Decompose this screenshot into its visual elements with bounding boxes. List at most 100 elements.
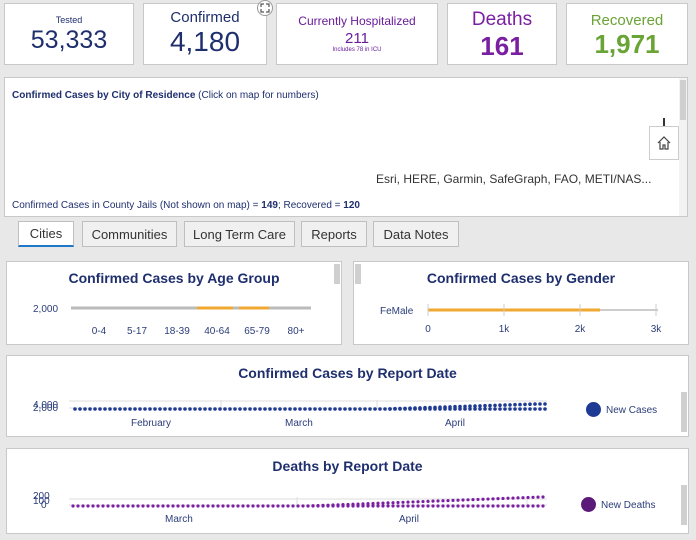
tab-long-term-care[interactable]: Long Term Care <box>184 221 295 247</box>
report-point-base-53 <box>338 407 342 411</box>
report-point-base-30 <box>223 407 227 411</box>
age-xtick-4: 65-79 <box>244 326 270 337</box>
deaths-chart: 200 100 0 March April <box>33 491 547 525</box>
deaths-point-cum-71 <box>426 499 430 503</box>
report-ytick-1: 2,000 <box>33 403 58 414</box>
report-point-base-51 <box>328 407 332 411</box>
report-point-cum-76 <box>453 404 457 409</box>
tab-reports[interactable]: Reports <box>301 221 367 247</box>
report-point-base-16 <box>153 407 157 411</box>
deaths-card: Deaths 161 <box>447 3 557 65</box>
confirmed-card: Confirmed 4,180 <box>143 3 267 65</box>
hospitalized-value: 211 <box>345 30 369 47</box>
deaths-point-base-32 <box>231 504 235 508</box>
deaths-point-base-81 <box>476 504 480 508</box>
report-point-base-31 <box>228 407 232 411</box>
new-cases-legend-dot[interactable] <box>586 402 601 417</box>
report-point-base-43 <box>288 407 292 411</box>
tested-label: Tested <box>55 15 83 25</box>
deaths-label: Deaths <box>471 9 533 30</box>
deaths-point-cum-82 <box>481 497 485 501</box>
age-xtick-3: 40-64 <box>204 326 230 337</box>
deaths-chart-scroll-thumb[interactable] <box>681 485 687 525</box>
deaths-point-cum-78 <box>461 498 465 502</box>
gender-chart-title: Confirmed Cases by Gender <box>426 270 616 286</box>
new-deaths-legend-label[interactable]: New Deaths <box>601 500 656 511</box>
deaths-ytick-2: 0 <box>41 500 47 511</box>
report-point-cum-78 <box>463 404 467 409</box>
tab-communities[interactable]: Communities <box>82 221 177 247</box>
gender-xtick-3: 3k <box>651 324 663 335</box>
age-chart-scroll-thumb[interactable] <box>334 264 340 284</box>
home-button[interactable] <box>649 126 679 160</box>
deaths-point-cum-61 <box>376 501 380 505</box>
report-point-base-83 <box>488 407 492 411</box>
report-point-base-17 <box>158 407 162 411</box>
new-cases-legend-label[interactable]: New Cases <box>606 405 658 416</box>
tab-data-notes[interactable]: Data Notes <box>373 221 459 247</box>
deaths-point-base-3 <box>86 504 90 508</box>
report-point-cum-67 <box>408 406 412 411</box>
deaths-point-cum-70 <box>421 499 425 504</box>
deaths-point-base-59 <box>366 504 370 508</box>
deaths-point-base-76 <box>451 504 455 508</box>
report-point-cum-63 <box>388 407 392 411</box>
report-point-base-85 <box>498 407 502 411</box>
report-point-base-88 <box>513 407 517 411</box>
report-point-base-82 <box>483 407 487 411</box>
report-point-cum-92 <box>533 402 537 406</box>
tab-cities[interactable]: Cities <box>18 221 74 247</box>
report-point-base-93 <box>538 407 542 411</box>
deaths-point-cum-85 <box>496 497 500 501</box>
deaths-point-base-18 <box>161 504 165 508</box>
report-point-base-61 <box>378 407 382 411</box>
deaths-point-base-60 <box>371 504 375 508</box>
report-point-cum-66 <box>403 406 407 411</box>
deaths-point-base-9 <box>116 504 120 508</box>
deaths-point-base-12 <box>131 504 135 508</box>
report-point-base-84 <box>493 407 497 411</box>
report-point-base-21 <box>178 407 182 411</box>
map-title-text: Confirmed Cases by City of Residence <box>12 90 196 101</box>
deaths-point-base-94 <box>541 504 545 508</box>
deaths-point-base-79 <box>466 504 470 508</box>
report-point-cum-87 <box>508 403 512 407</box>
report-chart-scroll-thumb[interactable] <box>681 392 687 432</box>
deaths-point-cum-60 <box>371 501 375 506</box>
deaths-point-base-45 <box>296 504 300 508</box>
report-point-base-27 <box>208 407 212 411</box>
deaths-chart-title: Deaths by Report Date <box>272 458 423 474</box>
jails-recovered-count: 120 <box>343 200 360 211</box>
report-point-base-50 <box>323 407 327 411</box>
map-scrollbar[interactable] <box>679 78 687 216</box>
report-point-base-24 <box>193 407 197 411</box>
expand-icon[interactable] <box>257 0 273 16</box>
report-xtick-march: March <box>285 418 313 429</box>
report-point-base-42 <box>283 407 287 411</box>
deaths-point-cum-57 <box>356 502 360 506</box>
report-point-cum-72 <box>433 405 437 410</box>
map-panel[interactable]: Confirmed Cases by City of Residence (Cl… <box>4 77 688 217</box>
deaths-point-base-86 <box>501 504 505 508</box>
gender-category-label: FeMale <box>380 306 414 317</box>
report-point-base-37 <box>258 407 262 411</box>
deaths-point-base-92 <box>531 504 535 508</box>
gender-chart-scroll-thumb[interactable] <box>355 264 361 284</box>
report-point-base-41 <box>278 407 282 411</box>
report-point-base-14 <box>143 407 147 411</box>
report-point-base-12 <box>133 407 137 411</box>
recovered-card: Recovered 1,971 <box>566 3 688 65</box>
deaths-point-base-71 <box>426 504 430 508</box>
age-xtick-5: 80+ <box>288 326 305 337</box>
report-point-cum-91 <box>528 402 532 407</box>
deaths-point-base-37 <box>256 504 260 508</box>
deaths-point-cum-55 <box>346 502 350 507</box>
home-icon <box>657 136 671 150</box>
report-point-base-46 <box>303 407 307 411</box>
map-scroll-thumb[interactable] <box>680 80 686 120</box>
deaths-point-base-21 <box>176 504 180 508</box>
new-deaths-legend-dot[interactable] <box>581 497 596 512</box>
jails-line: Confirmed Cases in County Jails (Not sho… <box>12 200 360 211</box>
deaths-point-base-19 <box>166 504 170 508</box>
deaths-point-cum-76 <box>451 498 455 502</box>
